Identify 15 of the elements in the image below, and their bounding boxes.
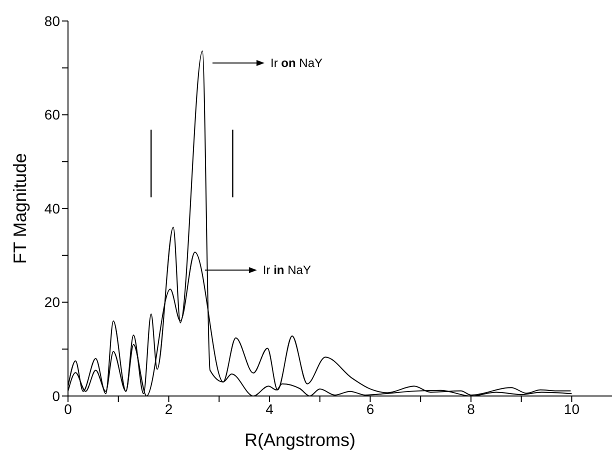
y-tick-label: 20 [44, 294, 60, 310]
x-tick-label: 4 [266, 400, 274, 417]
y-tick-label: 0 [52, 388, 60, 404]
x-tick-label: 8 [467, 400, 476, 417]
x-tick-label: 2 [164, 400, 173, 417]
y-tick-label: 40 [44, 200, 60, 216]
x-tick-label: 10 [564, 400, 580, 417]
y-axis-title: FT Magnitude [10, 153, 30, 264]
y-tick-label: 80 [44, 12, 60, 29]
x-tick-label: 6 [366, 400, 374, 417]
x-axis-title: R(Angstroms) [244, 430, 356, 450]
legend-label: Ir in NaY [262, 263, 311, 278]
legend-label: Ir on NaY [270, 56, 323, 70]
y-tick-label: 60 [44, 106, 60, 123]
x-tick-label: 0 [64, 400, 72, 417]
